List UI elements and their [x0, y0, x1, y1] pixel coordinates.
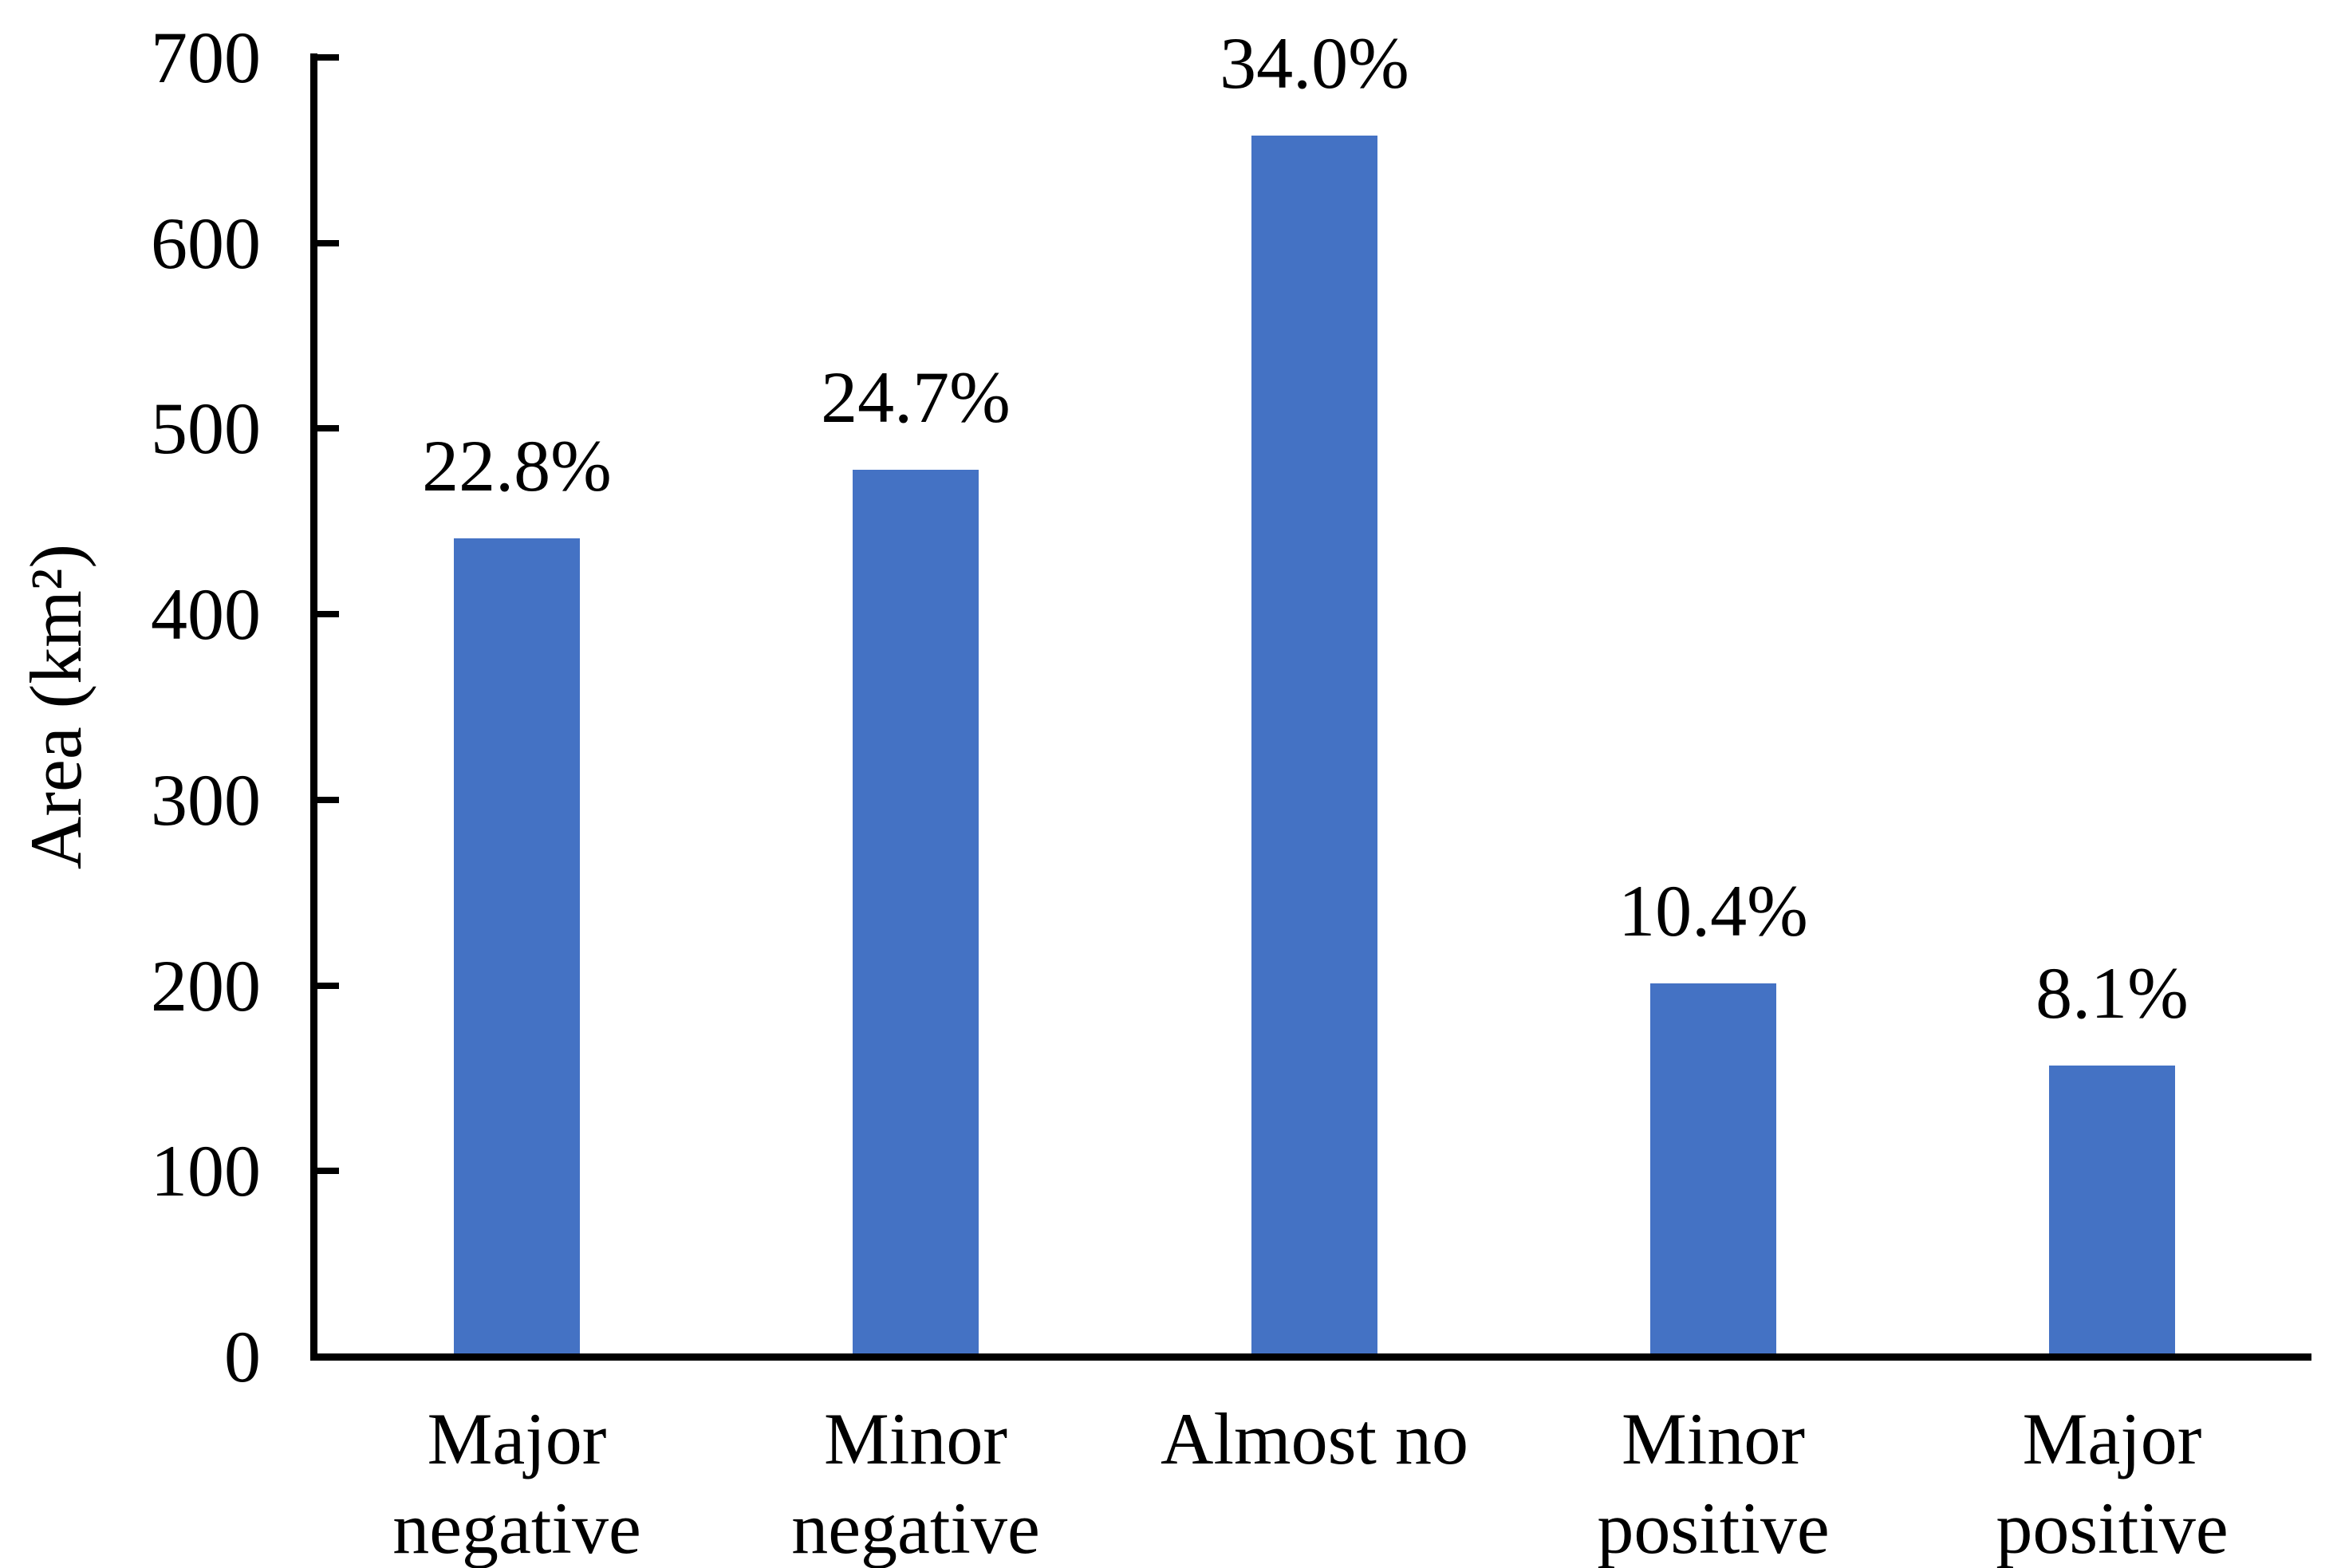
y-tick-label: 600 — [151, 202, 261, 284]
bar — [2049, 1065, 2175, 1353]
bar — [853, 469, 979, 1353]
category-label: Minor positive — [1597, 1398, 1830, 1568]
bar-value-label: 22.8% — [422, 424, 612, 506]
y-tick-label: 100 — [151, 1130, 261, 1212]
y-tick-mark — [317, 1168, 339, 1175]
y-tick-label: 300 — [151, 758, 261, 841]
x-axis-line — [310, 1353, 2311, 1361]
y-tick-mark — [317, 796, 339, 803]
bar — [454, 538, 580, 1353]
bar-value-label: 24.7% — [821, 356, 1011, 438]
bar-value-label: 8.1% — [2035, 951, 2189, 1034]
y-tick-label: 200 — [151, 944, 261, 1026]
category-label: Almost no — [1161, 1398, 1468, 1479]
y-tick-label: 400 — [151, 573, 261, 656]
y-tick-mark — [317, 982, 339, 989]
bar — [1251, 135, 1377, 1353]
y-tick-label: 0 — [224, 1316, 261, 1397]
y-tick-mark — [317, 425, 339, 432]
category-label: Major negative — [392, 1398, 641, 1568]
bar-value-label: 10.4% — [1618, 870, 1808, 952]
y-tick-label: 500 — [151, 388, 261, 470]
bar-value-label: 34.0% — [1220, 22, 1409, 104]
bar — [1650, 983, 1776, 1353]
category-label: Minor negative — [791, 1398, 1040, 1568]
category-label: Major positive — [1996, 1398, 2229, 1568]
y-tick-mark — [317, 54, 339, 61]
y-tick-mark — [317, 611, 339, 618]
y-tick-mark — [317, 239, 339, 246]
y-axis-line — [310, 53, 317, 1361]
y-tick-label: 700 — [151, 17, 261, 98]
